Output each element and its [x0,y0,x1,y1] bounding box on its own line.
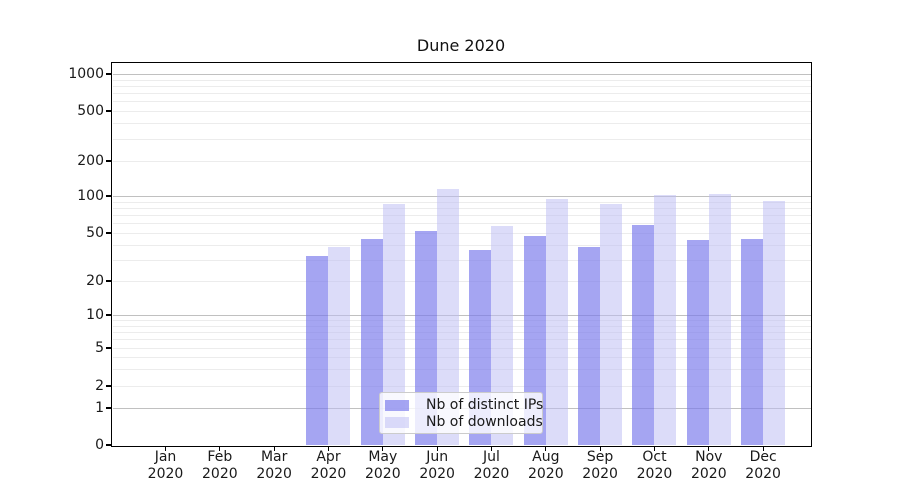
x-tick [273,446,275,451]
bar-distinct-ips [632,225,655,445]
bar-distinct-ips [686,239,709,445]
legend-row-downloads: Nb of downloads [385,414,543,430]
bar-downloads [654,195,677,445]
legend-label-downloads: Nb of downloads [426,414,543,430]
y-tick-label: 200 [77,152,104,169]
gridline-minor [112,85,811,87]
y-tick [106,407,112,409]
x-tick-label: Aug 2020 [527,449,564,482]
bar-downloads [600,204,623,445]
x-tick [708,446,710,451]
x-tick [762,446,764,451]
y-tick [106,195,112,197]
bar-downloads [708,193,731,445]
bar-downloads [328,247,351,445]
gridline-minor [112,331,811,333]
gridline-minor [112,259,811,261]
bar-distinct-ips [306,256,329,445]
gridline-minor [112,348,811,349]
x-tick-label: Jun 2020 [419,449,455,482]
bar-downloads [491,226,514,445]
plot-area [112,63,811,445]
y-tick-label: 20 [86,272,104,289]
x-tick [327,446,330,451]
gridline-minor [112,320,811,322]
gridline-minor [112,123,811,125]
x-tick-label: Jan 2020 [147,449,184,482]
bar-distinct-ips [578,247,601,445]
x-tick-label: Mar 2020 [256,449,292,482]
y-tick [106,385,112,387]
bar-distinct-ips [741,238,764,445]
y-tick [106,347,112,349]
chart-title: Dune 2020 [416,36,506,55]
legend-label-distinct-ips: Nb of distinct IPs [426,397,544,413]
y-tick-label: 100 [77,187,104,204]
bar-distinct-ips [415,230,438,445]
y-tick-label: 5 [95,339,104,356]
gridline-minor [112,111,811,112]
x-tick-label: Apr 2020 [310,449,347,482]
gridline-minor [112,207,811,209]
x-tick [490,446,493,451]
x-tick [545,446,547,451]
x-tick [219,446,221,451]
gridline-minor [112,79,811,81]
x-tick-label: Nov 2020 [690,449,727,482]
gridline-minor [112,339,811,341]
y-tick-label: 10 [86,306,104,323]
gridline-minor [112,223,811,225]
y-tick [106,232,112,234]
x-tick [436,446,438,451]
y-tick [106,280,112,282]
y-tick-label: 0 [95,436,104,453]
legend-swatch-downloads-icon [385,416,409,428]
y-tick [106,110,112,112]
x-tick-label: May 2020 [364,449,401,482]
y-tick [106,73,112,75]
gridline-major [112,74,811,75]
x-tick-label: Sep 2020 [582,449,618,482]
gridline-minor [112,369,811,371]
gridline-minor [112,93,811,95]
y-tick-label: 50 [86,224,104,241]
gridline-minor [112,325,811,327]
bar-downloads [545,198,568,445]
gridline-major [112,196,811,197]
x-tick-label: Jul 2020 [473,449,510,482]
gridline-minor [112,357,811,359]
gridline-major [112,315,811,316]
legend-swatch-distinct-ips-icon [385,399,409,411]
x-tick [653,446,656,451]
x-tick-label: Feb 2020 [202,449,238,482]
y-tick-label: 1000 [68,65,104,82]
y-tick-label: 500 [77,102,104,119]
bar-downloads [763,201,786,445]
y-tick [106,160,112,162]
x-tick [382,446,384,451]
x-tick-label: Dec 2020 [745,449,781,482]
gridline-minor [112,101,811,103]
y-tick-label: 1 [95,399,104,416]
y-tick-label: 2 [95,377,104,394]
gridline-minor [112,281,811,282]
gridline-minor [112,138,811,140]
bar-distinct-ips [360,238,383,445]
gridline-minor [112,201,811,203]
gridline-minor [112,215,811,217]
y-tick [106,314,112,316]
gridline-minor [112,233,811,234]
x-tick-label: Oct 2020 [636,449,673,482]
x-tick [164,446,167,451]
gridline-minor [112,161,811,162]
legend-row-distinct-ips: Nb of distinct IPs [385,397,543,413]
x-tick [599,446,601,451]
bar-downloads [437,188,460,445]
gridline-minor [112,244,811,246]
y-tick [106,444,112,446]
bar-downloads [382,204,405,445]
gridline-minor [112,386,811,387]
legend: Nb of distinct IPs Nb of downloads [379,392,543,434]
